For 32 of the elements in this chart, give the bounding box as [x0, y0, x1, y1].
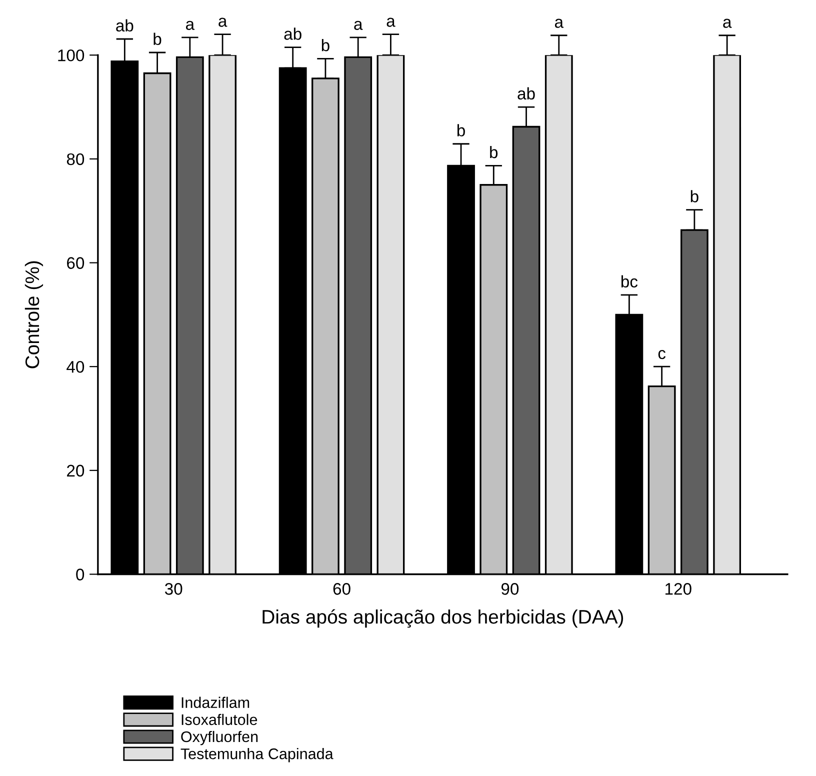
data-label: b [322, 39, 330, 52]
data-label: ab [284, 28, 302, 40]
data-label: a [554, 18, 564, 28]
data-label: a [386, 18, 396, 27]
data-label: b [457, 124, 465, 136]
data-label: a [723, 18, 732, 28]
legend-label: Isoxaflutole [182, 714, 258, 726]
data-label: a [354, 20, 363, 30]
x-tick-label: 30 [164, 583, 182, 595]
data-label: b [490, 146, 498, 158]
y-tick-label: 100 [58, 49, 84, 62]
data-label: ab [518, 87, 535, 100]
y-axis-title: Controle (%) [24, 261, 44, 368]
data-label: a [186, 20, 195, 30]
legend-label: Oxyfluorfen [181, 730, 258, 746]
data-label: c [658, 350, 666, 360]
y-tick-label: 80 [66, 153, 84, 166]
x-tick-label: 90 [501, 583, 519, 595]
y-tick-label: 0 [76, 568, 84, 580]
data-label: b [690, 190, 698, 202]
x-tick-label: 120 [665, 583, 692, 595]
legend-label: Testemunha Capinada [180, 748, 334, 762]
y-tick-label: 40 [66, 360, 84, 373]
x-tick-label: 60 [333, 583, 350, 595]
data-label: bc [621, 275, 638, 288]
legend-label: Indaziflam [182, 696, 250, 708]
data-label: a [218, 18, 228, 27]
data-label: b [154, 32, 162, 46]
data-label: ab [116, 19, 134, 32]
x-axis-title: Dias após aplicação dos herbicidas (DAA) [262, 609, 624, 628]
y-tick-label: 20 [67, 464, 84, 477]
y-tick-label: 60 [67, 257, 84, 269]
